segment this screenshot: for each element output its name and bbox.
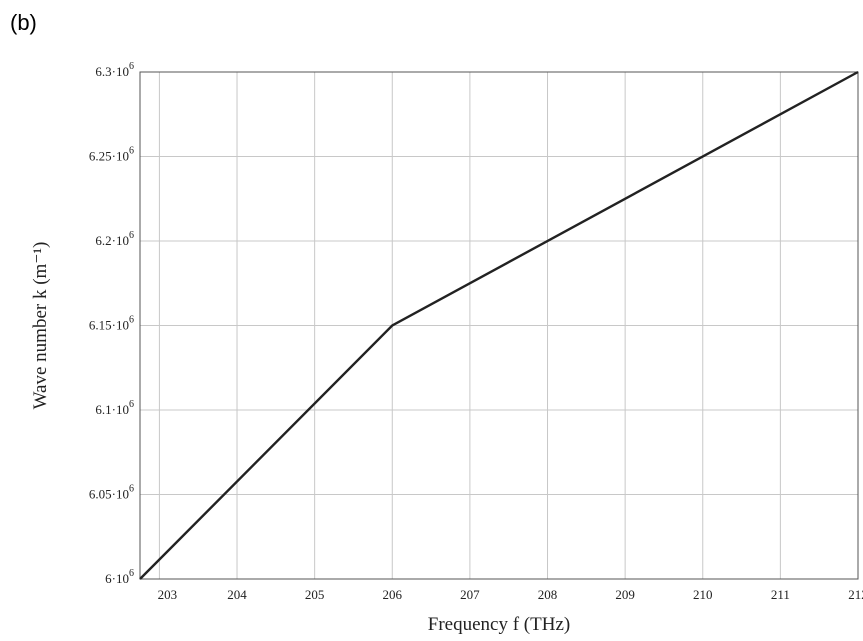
x-tick-label: 212 — [848, 587, 863, 602]
x-tick-labels: 203 204 205 206 207 208 209 210 211 212 — [158, 587, 863, 602]
x-tick-label: 204 — [227, 587, 247, 602]
y-tick-label: 6.1·106 — [95, 399, 134, 417]
y-axis-title: Wave number k (m⁻¹) — [30, 242, 51, 410]
x-axis-title: Frequency f (THz) — [428, 614, 570, 635]
y-tick-label: 6.05·106 — [89, 484, 134, 502]
series-line — [139, 70, 859, 580]
plot-frame — [139, 71, 859, 580]
y-tick-label: 6·106 — [105, 568, 134, 586]
grid-lines — [140, 71, 859, 580]
x-tick-label: 209 — [615, 587, 635, 602]
y-tick-label: 6.2·106 — [95, 230, 134, 248]
y-tick-label: 6.15·106 — [89, 315, 134, 333]
x-tick-label: 203 — [158, 587, 178, 602]
x-tick-label: 205 — [305, 587, 325, 602]
y-tick-labels: 6·106 6.05·106 6.1·106 6.15·106 6.2·106 6.25·… — [89, 61, 134, 586]
x-tick-label: 207 — [460, 587, 480, 602]
x-tick-label: 210 — [693, 587, 713, 602]
x-tick-label: 208 — [538, 587, 558, 602]
y-tick-label: 6.3·106 — [95, 61, 134, 79]
y-tick-label: 6.25·106 — [89, 146, 134, 164]
series-group — [139, 70, 859, 580]
panel-label: (b) — [10, 10, 37, 35]
x-tick-label: 206 — [383, 587, 403, 602]
x-tick-label: 211 — [771, 587, 790, 602]
